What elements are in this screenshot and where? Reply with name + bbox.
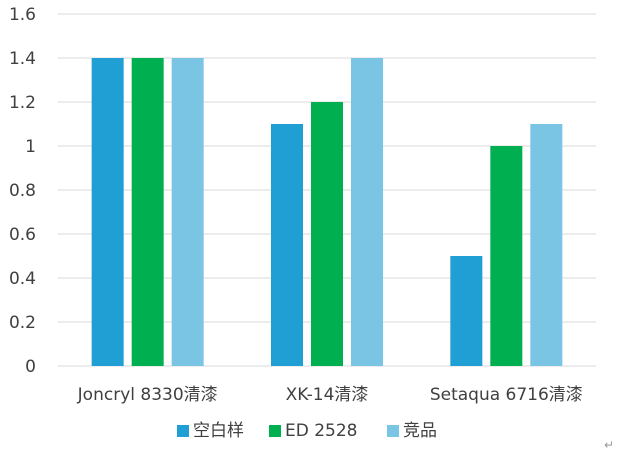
- y-tick-label: 1: [25, 137, 36, 157]
- bar: [450, 256, 483, 366]
- legend-label: 空白样: [193, 421, 244, 441]
- x-category-label: Joncryl 8330清漆: [77, 385, 218, 405]
- bar: [311, 102, 343, 366]
- y-tick-label: 1.4: [9, 49, 36, 69]
- paragraph-mark: ↵: [604, 438, 614, 452]
- y-tick-label: 0.6: [9, 225, 36, 245]
- legend-swatch: [269, 425, 281, 437]
- legend-swatch: [387, 425, 399, 437]
- bar: [91, 58, 124, 366]
- bar: [131, 58, 164, 366]
- bar: [490, 146, 523, 366]
- bar: [530, 124, 563, 366]
- y-tick-label: 1.6: [9, 5, 36, 25]
- legend: 空白样 ED 2528 竞品: [177, 421, 437, 441]
- x-category-label: Setaqua 6716清漆: [430, 385, 583, 405]
- legend-label: ED 2528: [285, 421, 358, 441]
- y-axis-ticks: 0 0.2 0.4 0.6 0.8 1 1.2 1.4 1.6: [9, 5, 36, 377]
- x-category-label: XK-14清漆: [286, 385, 369, 405]
- y-tick-label: 0.8: [9, 181, 36, 201]
- x-axis-categories: Joncryl 8330清漆 XK-14清漆 Setaqua 6716清漆: [77, 385, 583, 405]
- bar: [351, 58, 383, 366]
- bar: [171, 58, 204, 366]
- y-tick-label: 0: [25, 357, 36, 377]
- bars: [91, 58, 563, 366]
- legend-label: 竞品: [403, 421, 437, 441]
- y-tick-label: 0.2: [9, 313, 36, 333]
- bar: [271, 124, 303, 366]
- y-tick-label: 0.4: [9, 269, 36, 289]
- y-tick-label: 1.2: [9, 93, 36, 113]
- legend-swatch: [177, 425, 189, 437]
